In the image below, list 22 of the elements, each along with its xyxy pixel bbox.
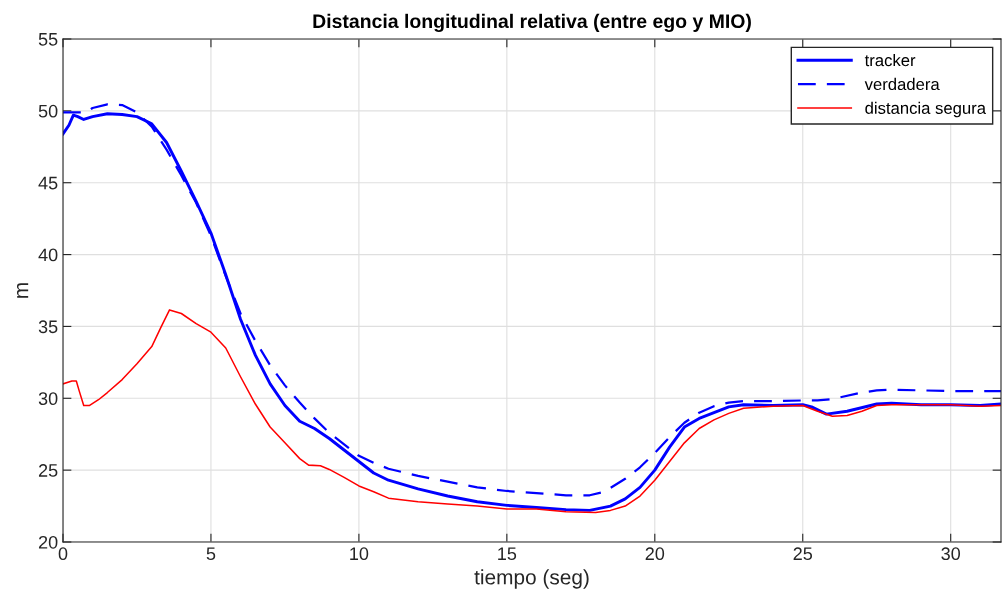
y-tick-label: 25	[38, 464, 58, 477]
x-tick-label: 25	[793, 547, 813, 561]
y-tick-label: 35	[38, 320, 58, 334]
legend-label: verdadera	[864, 77, 940, 91]
y-tick-label: 30	[38, 392, 58, 406]
line-series	[63, 309, 1001, 514]
y-tick-label: 55	[38, 33, 58, 46]
legend-label: distancia segura	[865, 101, 987, 118]
y-axis-title: m	[16, 283, 29, 298]
y-tick-label: 20	[38, 535, 58, 549]
legend-label: tracker	[864, 54, 916, 67]
y-tick-label: 50	[38, 104, 58, 118]
x-tick-label: 30	[941, 547, 961, 561]
y-tick-label: 45	[38, 176, 58, 190]
x-axis-title: tiempo (seg)	[474, 569, 589, 589]
x-tick-label: 15	[498, 547, 517, 561]
x-tick-label: 10	[350, 547, 369, 561]
x-tick-label: 20	[645, 547, 665, 561]
chart-title: Distancia longitudinal relativa (entre ego y MIO)	[313, 13, 751, 33]
x-tick-label: 5	[206, 547, 216, 561]
y-tick-label: 40	[38, 248, 58, 262]
x-tick-label: 0	[58, 547, 68, 561]
